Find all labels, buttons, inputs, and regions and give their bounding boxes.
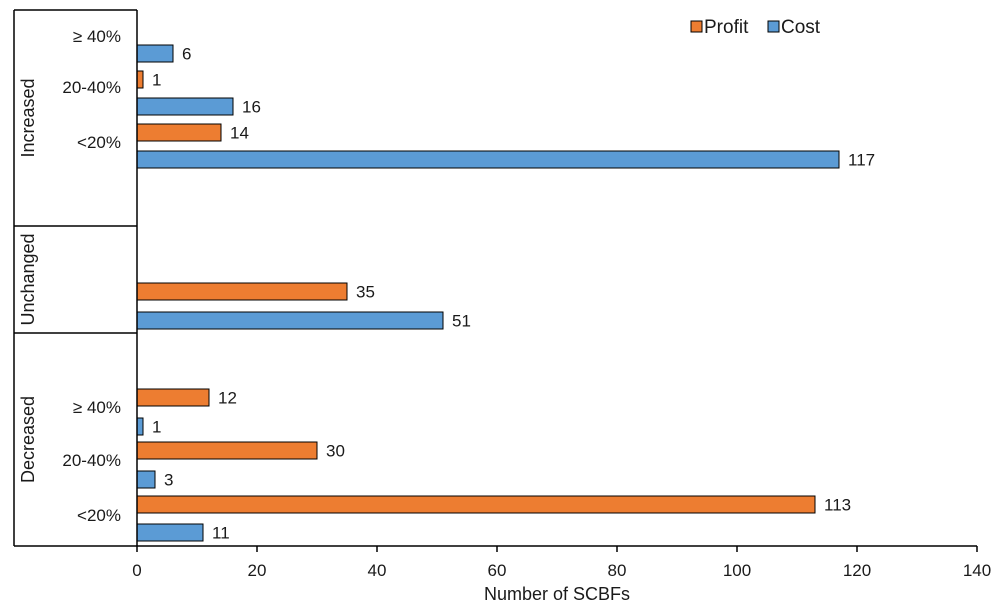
data-label: 3 <box>164 471 173 490</box>
legend-swatch-cost <box>767 20 780 33</box>
data-label: 16 <box>242 98 261 117</box>
bar-cost <box>136 44 174 63</box>
x-tick-label: 80 <box>608 561 627 580</box>
x-tick-label: 100 <box>723 561 751 580</box>
legend: Profit Cost <box>690 17 821 38</box>
bar-cost <box>136 311 444 330</box>
x-axis-title: Number of SCBFs <box>484 584 630 604</box>
x-tick-label: 20 <box>248 561 267 580</box>
group-label: Increased <box>18 78 38 157</box>
data-label: 117 <box>848 151 875 170</box>
data-labels: 6 1 16 14 117 35 51 12 1 30 3 113 11 <box>152 45 875 543</box>
data-label: 30 <box>326 442 345 461</box>
bar-cost <box>136 523 204 542</box>
legend-swatch-profit <box>690 20 703 33</box>
data-label: 11 <box>212 524 230 543</box>
group-labels: Increased Unchanged Decreased <box>18 78 38 483</box>
x-tick-label: 60 <box>488 561 507 580</box>
bar-cost <box>136 470 156 489</box>
category-label: <20% <box>77 133 121 152</box>
bar-profit <box>136 495 816 514</box>
bar-profit <box>136 388 210 407</box>
category-label: 20-40% <box>62 451 121 470</box>
data-label: 35 <box>356 283 375 302</box>
data-label: 6 <box>182 45 191 64</box>
category-label: <20% <box>77 506 121 525</box>
bar-cost <box>136 97 234 116</box>
x-tick-label: 140 <box>963 561 991 580</box>
data-label: 1 <box>152 418 161 437</box>
bar-profit <box>136 123 222 142</box>
category-label: ≥ 40% <box>73 27 121 46</box>
data-label: 51 <box>452 312 471 331</box>
data-label: 14 <box>230 124 249 143</box>
bar-cost <box>136 417 144 436</box>
data-label: 12 <box>218 389 237 408</box>
category-label: 20-40% <box>62 78 121 97</box>
data-label: 113 <box>824 496 851 515</box>
x-tick-label: 120 <box>843 561 871 580</box>
legend-label: Profit <box>704 17 749 38</box>
bars <box>136 44 840 542</box>
group-label: Decreased <box>18 396 38 483</box>
group-label: Unchanged <box>18 233 38 325</box>
x-tick-label: 0 <box>132 561 141 580</box>
data-label: 1 <box>152 71 161 90</box>
axis-frame <box>13 9 977 547</box>
bar-profit <box>136 441 318 460</box>
category-labels: ≥ 40% 20-40% <20% ≥ 40% 20-40% <20% <box>62 27 121 525</box>
x-axis-ticks: 0 20 40 60 80 100 120 140 <box>132 546 991 580</box>
category-label: ≥ 40% <box>73 398 121 417</box>
bar-profit <box>136 70 144 89</box>
bar-profit <box>136 282 348 301</box>
legend-label: Cost <box>781 17 821 38</box>
bar-cost <box>136 150 840 169</box>
x-tick-label: 40 <box>368 561 387 580</box>
